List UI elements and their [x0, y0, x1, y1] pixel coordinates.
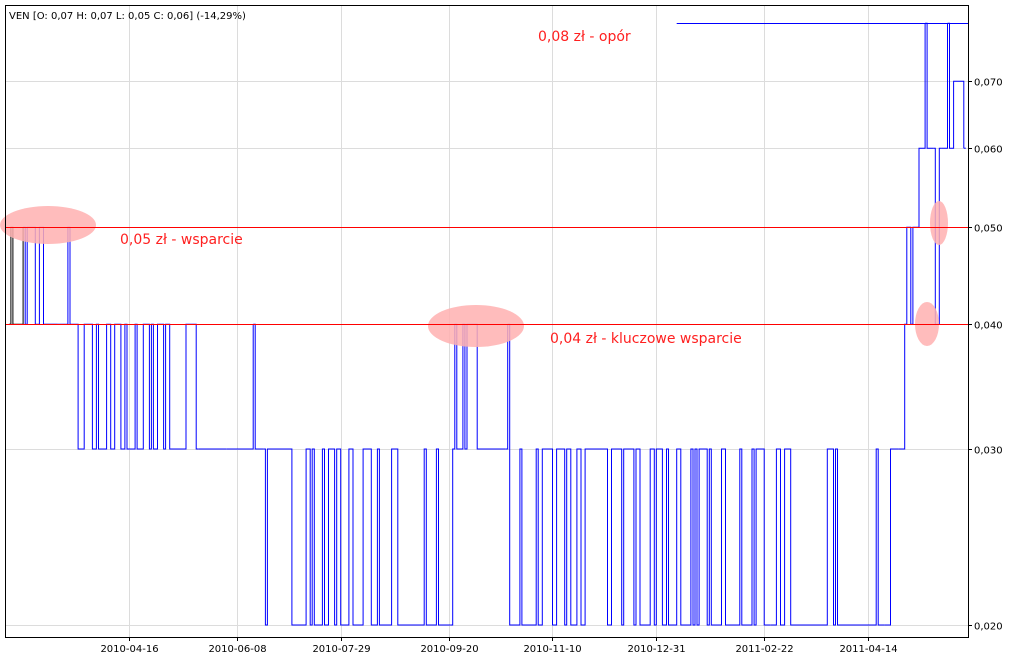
price-line-segment: [507, 323, 771, 626]
price-line-segment: [8, 226, 24, 325]
x-tick-label: 2011-04-14: [839, 644, 897, 655]
price-line-segment: [505, 324, 509, 450]
price-line-segment: [770, 448, 885, 626]
price-line-segment: [263, 448, 451, 626]
price-line-segment: [898, 226, 912, 450]
annotation-resistance-008: 0,08 zł - opór: [538, 29, 631, 45]
price-line-segment: [471, 323, 506, 450]
y-tick-label: 0,020: [974, 622, 1003, 633]
highlight-ellipse: [428, 305, 524, 347]
x-tick-label: 2010-12-31: [627, 644, 685, 655]
plot-frame: [5, 5, 969, 638]
x-axis: 2010-04-16 2010-06-08 2010-07-29 2010-09-20…: [100, 637, 898, 655]
x-tick-label: 2010-04-16: [100, 644, 158, 655]
price-line-segment: [910, 147, 923, 325]
annotation-support-005: 0,05 zł - wsparcie: [120, 232, 243, 248]
price-line-segment: [450, 323, 471, 626]
y-tick-label: 0,040: [974, 321, 1003, 332]
price-line-segment: [941, 23, 948, 149]
y-tick-label: 0,030: [974, 446, 1003, 457]
ohlc-header: VEN [O: 0,07 H: 0,07 L: 0,05 C: 0,06] (-…: [9, 11, 246, 22]
highlight-ellipse: [930, 201, 948, 245]
price-line-segment: [947, 22, 965, 149]
annotation-lines: [5, 23, 968, 325]
price-line-segment: [70, 323, 199, 450]
y-axis: 0,020 0,030 0,040 0,050 0,060 0,070: [968, 78, 1003, 633]
x-tick-label: 2010-06-08: [208, 644, 266, 655]
x-tick-label: 2010-11-10: [523, 644, 581, 655]
y-tick-label: 0,050: [974, 224, 1003, 235]
price-line-segment: [923, 23, 926, 149]
annotation-support-004: 0,04 zł - kluczowe wsparcie: [550, 331, 742, 347]
y-tick-label: 0,060: [974, 145, 1003, 156]
price-line-segment: [884, 448, 899, 626]
x-tick-label: 2010-07-29: [312, 644, 370, 655]
highlights: [0, 201, 948, 347]
highlight-ellipse: [0, 206, 96, 244]
price-line-segment: [925, 22, 934, 149]
y-tick-label: 0,070: [974, 78, 1003, 89]
x-tick-label: 2010-09-20: [420, 644, 478, 655]
x-tick-label: 2011-02-22: [735, 644, 793, 655]
price-line-segment: [253, 323, 264, 450]
price-line-segment: [226, 324, 254, 450]
